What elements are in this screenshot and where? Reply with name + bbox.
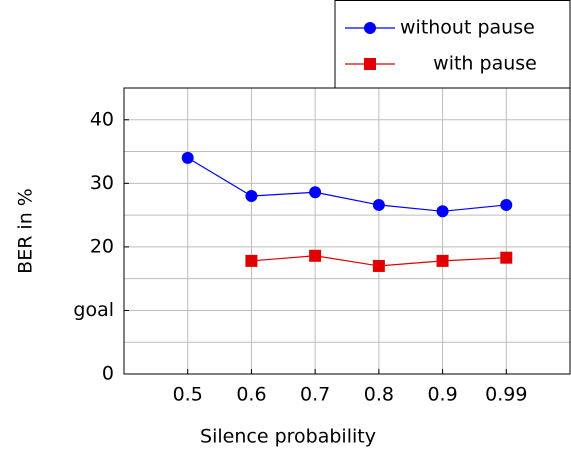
x-tick-label: 0.8 [364, 384, 394, 406]
marker [245, 254, 258, 267]
x-tick-label: 0.7 [300, 384, 330, 406]
x-axis-label: Silence probability [200, 426, 376, 448]
legend-label: without pause [400, 17, 535, 39]
marker [309, 186, 322, 199]
x-tick-label: 0.6 [236, 384, 266, 406]
marker [309, 249, 322, 262]
marker [364, 22, 376, 34]
y-tick-label: 20 [90, 235, 114, 257]
marker [245, 190, 258, 203]
marker [500, 198, 513, 211]
y-axis-label: BER in % [15, 188, 37, 274]
x-tick-label: 0.5 [173, 384, 203, 406]
x-tick-label: 0.9 [427, 384, 457, 406]
marker [436, 205, 449, 218]
x-tick-label: 0.99 [485, 384, 527, 406]
y-tick-label: 30 [90, 172, 114, 194]
marker [436, 254, 449, 267]
marker [372, 259, 385, 272]
legend-box [334, 0, 571, 89]
legend-label: with pause [433, 53, 537, 75]
series-line [187, 157, 507, 212]
plot-frame [123, 87, 571, 375]
marker [372, 198, 385, 211]
marker [181, 151, 194, 164]
y-tick-label: 40 [90, 108, 114, 130]
y-tick-label: 0 [102, 363, 114, 385]
y-tick-label: goal [73, 299, 114, 321]
marker [500, 251, 513, 264]
marker [364, 58, 376, 70]
